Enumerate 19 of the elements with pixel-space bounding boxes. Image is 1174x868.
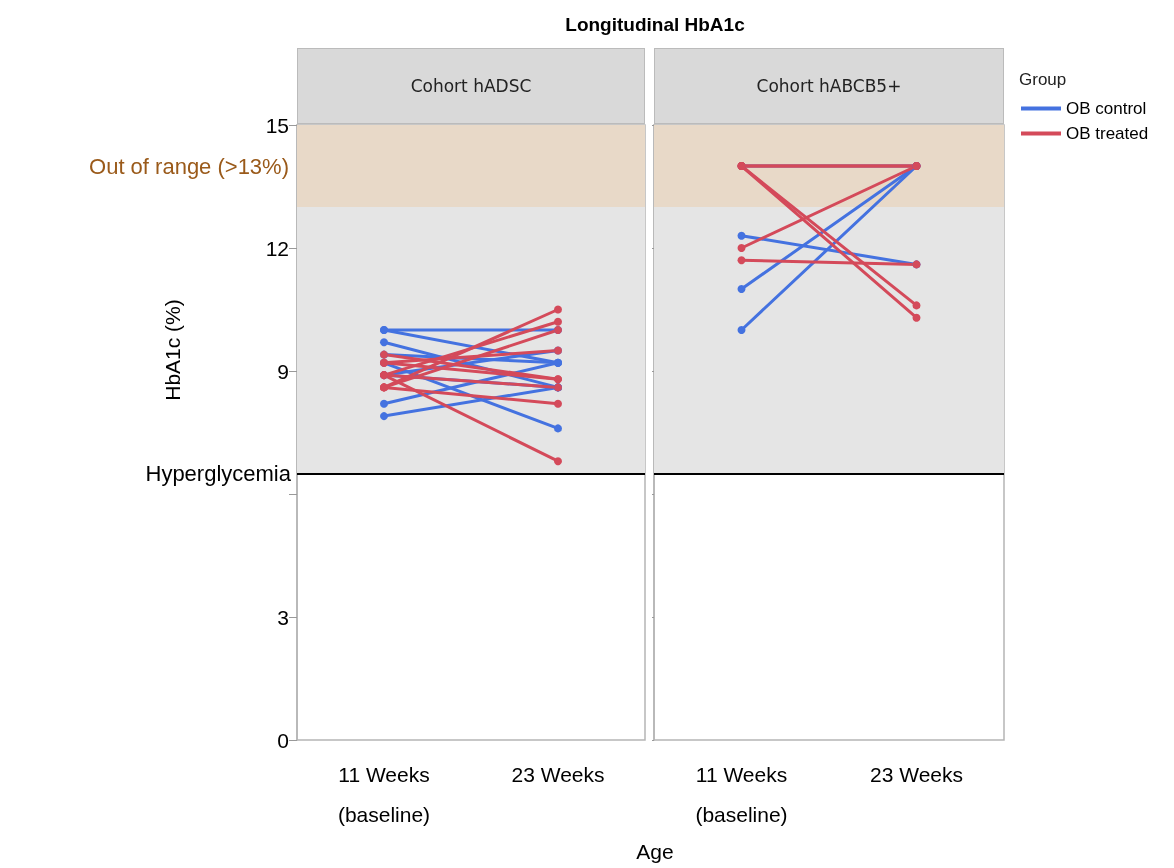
band-label: Out of range (>13%): [89, 153, 289, 179]
x-tick-label: 11 Weeks (baseline): [337, 762, 431, 826]
chart-title: Longitudinal HbA1c: [565, 14, 746, 35]
y-tick-label: 0: [277, 728, 289, 752]
y-tick-label: 3: [277, 605, 289, 629]
y-axis-title: HbA1c (%): [160, 299, 184, 401]
x-tick-label: 11 Weeks (baseline): [695, 762, 788, 826]
ref-line-label: Hyperglycemia: [145, 461, 292, 486]
x-tick-label: 23 Weeks: [870, 762, 963, 786]
y-tick-label: 12: [265, 236, 289, 260]
y-tick-label: 9: [277, 359, 289, 383]
legend-title: Group: [1019, 70, 1067, 89]
y-tick-label: 15: [265, 113, 289, 137]
legend-label: OB control: [1066, 99, 1147, 118]
chart-subtitle: Cohort hABCB5+: [654, 48, 1004, 124]
chart-subtitle: Cohort hADSC: [297, 48, 645, 124]
legend-label: OB treated: [1066, 124, 1149, 143]
x-tick-label: 23 Weeks: [511, 762, 605, 786]
x-axis-title: Age: [636, 840, 674, 863]
